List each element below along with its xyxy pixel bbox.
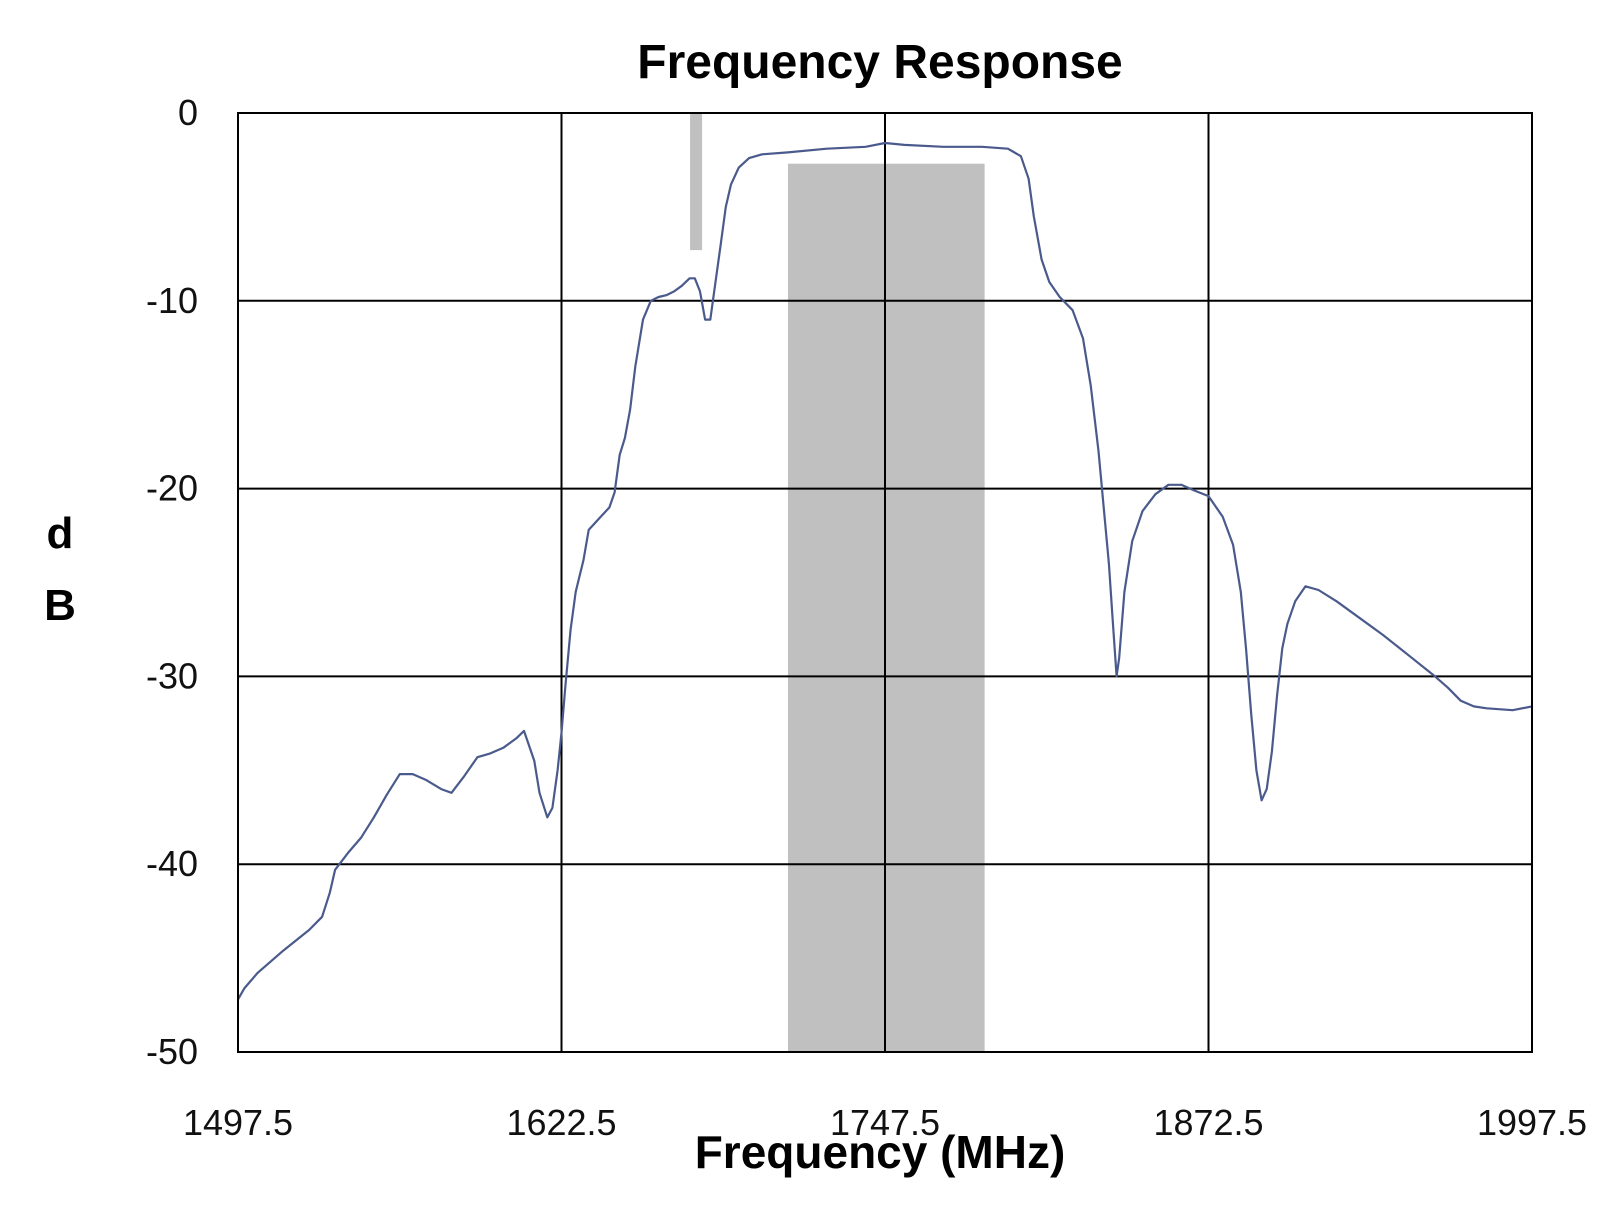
y-tick-label: -10 bbox=[146, 280, 198, 321]
grid-layer bbox=[238, 113, 1532, 1052]
series-line bbox=[236, 141, 1534, 1001]
x-axis-label: Frequency (MHz) bbox=[695, 1126, 1066, 1178]
highlight-band-layer bbox=[690, 113, 985, 1052]
y-axis-label-line-1: d bbox=[47, 509, 74, 558]
y-tick-label: 0 bbox=[178, 92, 198, 133]
x-tick-label: 1872.5 bbox=[1153, 1102, 1263, 1143]
y-tick-label: -40 bbox=[146, 843, 198, 884]
y-tick-label: -20 bbox=[146, 468, 198, 509]
y-tick-labels: 0 -10 -20 -30 -40 -50 bbox=[146, 92, 198, 1072]
x-tick-label: 1747.5 bbox=[830, 1102, 940, 1143]
y-axis-label-line-2: B bbox=[44, 581, 76, 630]
chart-title: Frequency Response bbox=[637, 36, 1122, 89]
y-tick-label: -30 bbox=[146, 655, 198, 696]
x-tick-label: 1622.5 bbox=[506, 1102, 616, 1143]
plot-frame-layer bbox=[237, 112, 1533, 1053]
marker-bar bbox=[690, 113, 703, 251]
plot-frame bbox=[237, 112, 1533, 1053]
y-tick-label: -50 bbox=[146, 1031, 198, 1072]
highlight-band bbox=[787, 163, 985, 1052]
series-layer bbox=[236, 141, 1534, 1001]
x-tick-label: 1497.5 bbox=[183, 1102, 293, 1143]
x-tick-label: 1997.5 bbox=[1477, 1102, 1587, 1143]
x-tick-labels: 1497.5 1622.5 1747.5 1872.5 1997.5 bbox=[183, 1102, 1587, 1143]
